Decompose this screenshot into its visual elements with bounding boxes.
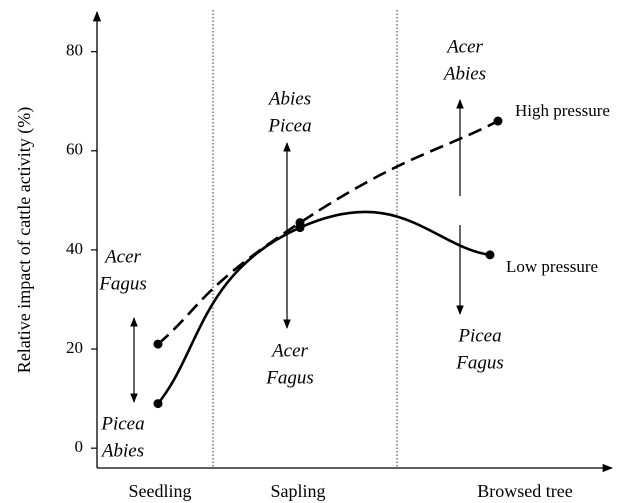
line	[156, 210, 491, 405]
annotation: Fagus	[98, 273, 147, 294]
point	[153, 399, 163, 409]
annotation: Acer	[103, 246, 141, 267]
annotation: Fagus	[455, 352, 504, 373]
x-tick-label: Seedling	[129, 481, 192, 501]
point	[493, 116, 503, 126]
point	[485, 250, 495, 260]
series-label: High pressure	[515, 101, 610, 120]
annotation: Acer	[270, 340, 308, 361]
annotation: Acer	[445, 36, 483, 57]
point	[295, 223, 305, 233]
annotation: Picea	[100, 413, 144, 434]
annotation: Picea	[267, 115, 311, 136]
x-tick-label: Browsed tree	[477, 481, 572, 501]
y-tick-label: 20	[66, 338, 83, 357]
y-tick-label: 0	[75, 437, 84, 456]
y-axis-label: Relative impact of cattle activity (%)	[14, 107, 35, 373]
y-tick-label: 60	[66, 140, 83, 159]
annotation: Abies	[442, 63, 486, 84]
y-tick-label: 40	[66, 239, 83, 258]
y-tick-label: 80	[66, 41, 83, 60]
annotation: Fagus	[265, 367, 314, 388]
x-tick-label: Sapling	[270, 481, 325, 501]
point	[153, 339, 163, 349]
series-label: Low pressure	[506, 257, 598, 276]
annotation: Abies	[100, 440, 144, 461]
annotation: Picea	[457, 325, 501, 346]
annotation: Abies	[267, 88, 311, 109]
line	[157, 119, 499, 346]
